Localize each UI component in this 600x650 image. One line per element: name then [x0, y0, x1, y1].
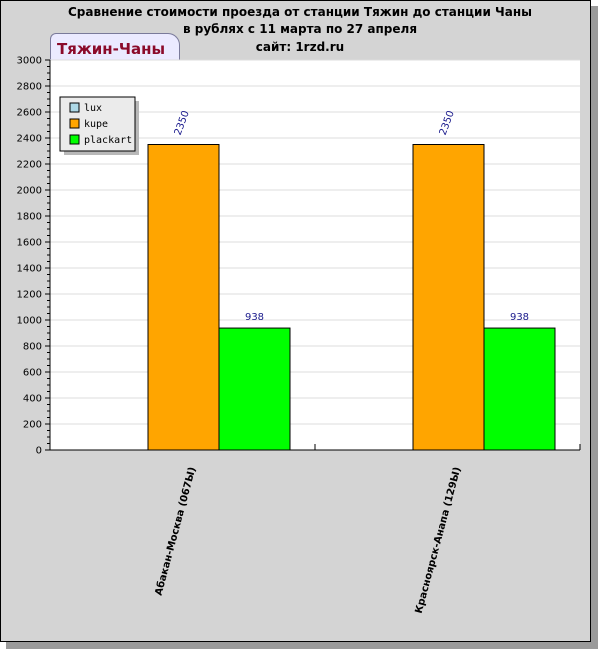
- y-tick-label: 2400: [17, 134, 42, 145]
- chart-title-line-3: сайт: 1rzd.ru: [255, 40, 345, 54]
- y-tick-label: 2200: [17, 160, 42, 171]
- y-tick-label: 1000: [17, 316, 42, 327]
- bar-value-label: 938: [510, 312, 529, 323]
- y-tick-label: 0: [36, 446, 42, 457]
- y-tick-label: 1600: [17, 238, 42, 249]
- y-tick-label: 1200: [17, 290, 42, 301]
- bar-plackart: [218, 327, 291, 451]
- legend-label-plackart: plackart: [84, 135, 132, 146]
- category-label: Красноярск-Анапа (129Ы): [414, 466, 464, 615]
- y-tick-label: 200: [23, 420, 42, 431]
- legend-swatch-kupe: [69, 118, 80, 129]
- legend-swatch-plackart: [69, 134, 80, 145]
- y-tick-label: 2800: [17, 82, 42, 93]
- y-tick-label: 800: [23, 342, 42, 353]
- y-tick-label: 400: [23, 394, 42, 405]
- y-tick-label: 1400: [17, 264, 42, 275]
- bar-value-label: 938: [245, 312, 264, 323]
- legend-label-kupe: kupe: [84, 119, 108, 130]
- chart-title-line-1: Сравнение стоимости проезда от станции Т…: [68, 5, 532, 19]
- legend-label-lux: lux: [84, 103, 102, 114]
- y-tick-label: 3000: [17, 56, 42, 67]
- y-tick-label: 2000: [17, 186, 42, 197]
- bar-plackart: [483, 327, 556, 451]
- bar-kupe: [147, 144, 220, 451]
- bar-kupe: [412, 144, 485, 451]
- y-tick-label: 1800: [17, 212, 42, 223]
- legend-swatch-lux: [69, 102, 80, 113]
- y-tick-label: 600: [23, 368, 42, 379]
- chart-title-line-2: в рублях с 11 марта по 27 апреля: [182, 22, 418, 36]
- category-label: Абакан-Москва (067Ы): [153, 466, 199, 597]
- route-tab: [50, 33, 180, 60]
- route-tab-label: Тяжин-Чаны: [57, 40, 166, 58]
- y-tick-label: 2600: [17, 108, 42, 119]
